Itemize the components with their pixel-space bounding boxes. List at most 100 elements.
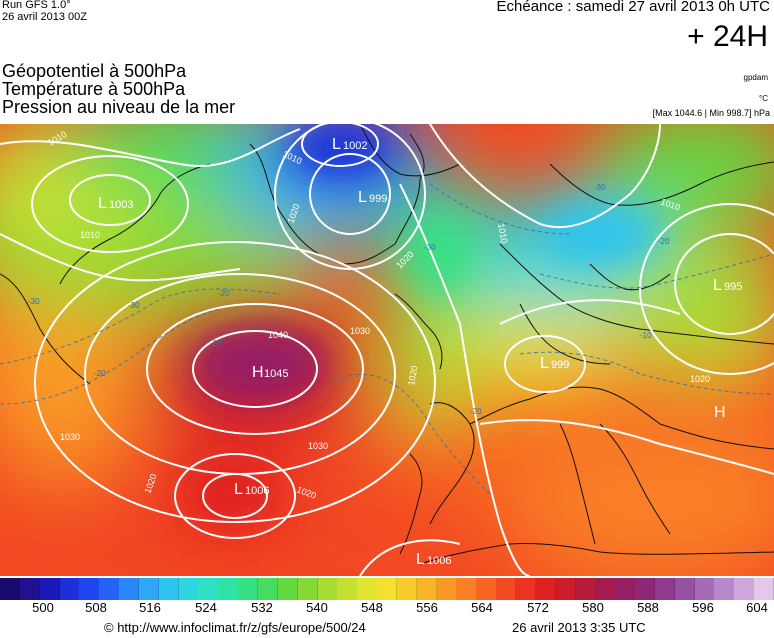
color-swatch xyxy=(357,578,378,600)
color-swatch xyxy=(516,578,537,600)
color-swatch xyxy=(456,578,477,600)
color-swatch xyxy=(674,578,696,600)
color-swatch xyxy=(754,578,774,600)
scale-tick: 556 xyxy=(416,600,438,615)
color-swatch xyxy=(158,578,180,600)
isobar-label: 1030 xyxy=(308,441,328,451)
scale-tick: 564 xyxy=(471,600,493,615)
isobar-label: 1030 xyxy=(350,326,370,336)
pressure-range: [Max 1044.6 | Min 998.7] hPa xyxy=(652,108,770,118)
weather-map-svg: L 1002 L 1003 L 999 L 995 H 1045 L 1006 … xyxy=(0,124,774,576)
color-swatch xyxy=(258,578,279,600)
scale-tick: 596 xyxy=(692,600,714,615)
temperature-label: -30 xyxy=(424,243,436,252)
color-swatch xyxy=(79,578,100,600)
color-swatch xyxy=(238,578,259,600)
scale-tick: 532 xyxy=(251,600,273,615)
color-swatch xyxy=(396,578,418,600)
color-swatch xyxy=(337,578,358,600)
temperature-isotherms xyxy=(0,183,774,495)
pressure-center-value: 995 xyxy=(724,281,742,293)
scale-tick: 588 xyxy=(637,600,659,615)
temperature-label: -30 xyxy=(128,301,140,310)
color-swatch xyxy=(476,578,497,600)
pressure-center-value: 1003 xyxy=(109,199,133,211)
pressure-center-value: 1045 xyxy=(264,368,288,380)
pressure-center-symbol: L xyxy=(234,481,243,498)
color-swatch xyxy=(377,578,398,600)
pressure-center-symbol: L xyxy=(358,189,367,206)
color-swatch xyxy=(297,578,319,600)
color-scale-ticks: 500 508 516 524 532 540 548 556 564 572 … xyxy=(0,600,774,616)
coastlines xyxy=(0,124,774,565)
unit-temperature: °C xyxy=(759,94,768,103)
weather-map[interactable]: L 1002 L 1003 L 999 L 995 H 1045 L 1006 … xyxy=(0,124,774,576)
isobar-label: 1010 xyxy=(80,230,100,240)
pressure-center-symbol: H xyxy=(252,364,264,381)
scale-tick: 516 xyxy=(139,600,161,615)
color-swatch xyxy=(138,578,160,600)
color-swatch xyxy=(99,578,120,600)
color-swatch xyxy=(654,578,676,600)
temperature-label: -20 xyxy=(94,369,106,378)
color-swatch xyxy=(178,578,199,600)
color-swatch xyxy=(59,578,80,600)
scale-tick: 604 xyxy=(746,600,768,615)
pressure-center-value: 1002 xyxy=(343,140,367,152)
pressure-center-symbol: L xyxy=(713,277,722,294)
unit-geopotential: gpdam xyxy=(743,73,768,82)
color-swatch xyxy=(0,578,21,600)
color-swatch xyxy=(635,578,656,600)
color-swatch xyxy=(714,578,735,600)
temperature-label: -20 xyxy=(470,407,482,416)
pressure-center-symbol: L xyxy=(540,355,549,372)
isobar-label: 1020 xyxy=(406,365,419,386)
temperature-labels: -30 -30 -20 -20 -20 -30 -30 -20 -20 -10 xyxy=(28,183,670,416)
run-date: 26 avril 2013 00Z xyxy=(2,11,87,23)
run-label: Run GFS 1.0° xyxy=(2,0,71,11)
generation-date: 26 avril 2013 3:35 UTC xyxy=(512,620,646,635)
title-pressure: Pression au niveau de la mer xyxy=(2,97,236,117)
color-swatch xyxy=(615,578,636,600)
pressure-center-value: 1006 xyxy=(245,485,269,497)
color-swatch xyxy=(694,578,715,600)
title-temperature: Température à 500hPa xyxy=(2,79,186,99)
source-credit[interactable]: © http://www.infoclimat.fr/z/gfs/europe/… xyxy=(104,620,366,635)
temperature-label: -30 xyxy=(28,297,40,306)
color-swatch xyxy=(218,578,239,600)
scale-tick: 508 xyxy=(85,600,107,615)
title-geopotential: Géopotentiel à 500hPa xyxy=(2,61,187,81)
temperature-label: -30 xyxy=(594,183,606,192)
scale-tick: 548 xyxy=(361,600,383,615)
isobar-label: 1020 xyxy=(690,374,710,384)
map-titles: Géopotentiel à 500hPa Température à 500h… xyxy=(2,62,235,116)
color-swatch xyxy=(734,578,755,600)
color-swatch xyxy=(496,578,517,600)
temperature-label: -20 xyxy=(658,237,670,246)
pressure-center-symbol: L xyxy=(98,195,107,212)
pressure-center-symbol: L xyxy=(416,551,425,568)
pressure-center-symbol: L xyxy=(332,136,341,153)
run-info: Run GFS 1.0° 26 avril 2013 00Z xyxy=(2,0,87,23)
pressure-centers: L 1002 L 1003 L 999 L 995 H 1045 L 1006 … xyxy=(98,136,742,568)
temperature-label: -20 xyxy=(210,339,222,348)
color-swatch xyxy=(19,578,41,600)
forecast-time: Echéance : samedi 27 avril 2013 0h UTC xyxy=(496,0,770,15)
color-swatch xyxy=(317,578,338,600)
color-swatch xyxy=(535,578,557,600)
color-swatch xyxy=(119,578,140,600)
color-swatch xyxy=(436,578,457,600)
scale-tick: 524 xyxy=(195,600,217,615)
color-swatch xyxy=(277,578,299,600)
pressure-center-symbol: H xyxy=(714,404,726,421)
scale-tick: 572 xyxy=(527,600,549,615)
color-swatch xyxy=(575,578,596,600)
pressure-center-value: 999 xyxy=(551,359,569,371)
temperature-field xyxy=(0,124,774,576)
color-swatch xyxy=(555,578,577,600)
isobar-label: 1040 xyxy=(268,330,288,340)
temperature-label: -20 xyxy=(218,289,230,298)
isobars xyxy=(0,124,774,576)
pressure-center-value: 1006 xyxy=(427,555,451,567)
isobar-label: 1030 xyxy=(60,432,80,442)
